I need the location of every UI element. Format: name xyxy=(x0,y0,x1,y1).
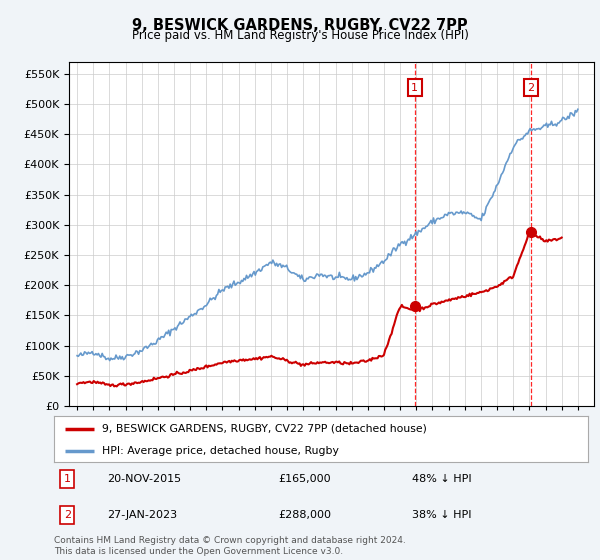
Text: 1: 1 xyxy=(411,82,418,92)
Text: 2: 2 xyxy=(64,510,71,520)
Text: 9, BESWICK GARDENS, RUGBY, CV22 7PP (detached house): 9, BESWICK GARDENS, RUGBY, CV22 7PP (det… xyxy=(102,424,427,434)
Text: 9, BESWICK GARDENS, RUGBY, CV22 7PP: 9, BESWICK GARDENS, RUGBY, CV22 7PP xyxy=(132,18,468,33)
Text: 48% ↓ HPI: 48% ↓ HPI xyxy=(412,474,472,484)
Text: 20-NOV-2015: 20-NOV-2015 xyxy=(107,474,182,484)
Text: 27-JAN-2023: 27-JAN-2023 xyxy=(107,510,178,520)
Text: 2: 2 xyxy=(527,82,534,92)
Text: £288,000: £288,000 xyxy=(278,510,331,520)
Text: Contains HM Land Registry data © Crown copyright and database right 2024.
This d: Contains HM Land Registry data © Crown c… xyxy=(54,536,406,556)
Text: 1: 1 xyxy=(64,474,71,484)
Text: HPI: Average price, detached house, Rugby: HPI: Average price, detached house, Rugb… xyxy=(102,446,339,455)
Text: 38% ↓ HPI: 38% ↓ HPI xyxy=(412,510,471,520)
Text: £165,000: £165,000 xyxy=(278,474,331,484)
Text: Price paid vs. HM Land Registry's House Price Index (HPI): Price paid vs. HM Land Registry's House … xyxy=(131,29,469,42)
